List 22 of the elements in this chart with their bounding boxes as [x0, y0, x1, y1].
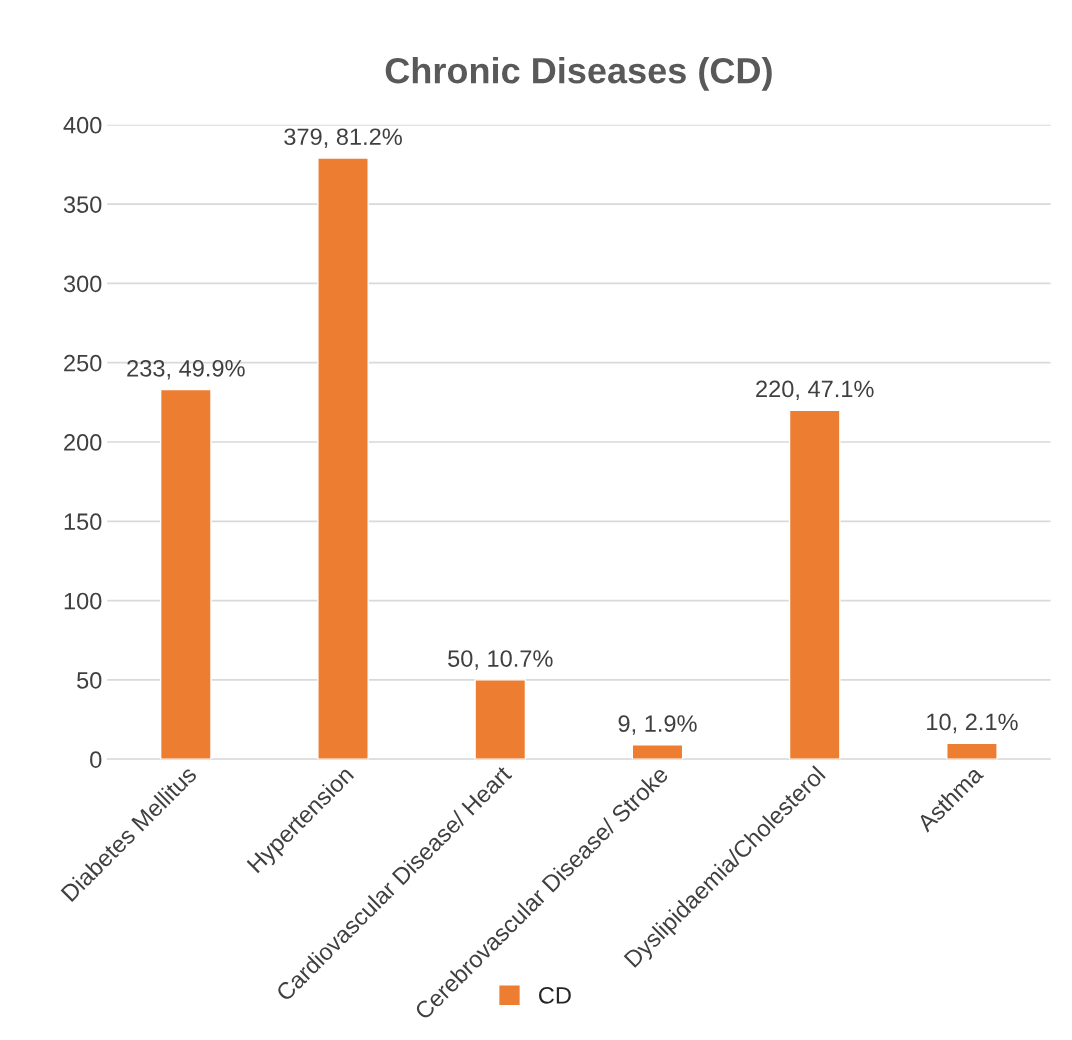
y-tick-label: 150 [64, 513, 102, 531]
y-tick-label: 100 [64, 592, 102, 610]
bar [317, 157, 369, 760]
data-label: 50, 10.7% [448, 650, 553, 670]
y-tick-label: 250 [64, 354, 102, 372]
bar [946, 742, 998, 760]
bar [631, 744, 684, 760]
data-label: 220, 47.1% [756, 380, 874, 401]
y-tick-label: 200 [64, 434, 102, 451]
data-label: 379, 81.2% [284, 128, 402, 148]
y-tick-label: 50 [77, 671, 102, 689]
data-label: 233, 49.9% [127, 359, 245, 380]
bar [159, 388, 212, 760]
bar [474, 679, 527, 760]
y-tick-label: 400 [63, 116, 102, 134]
data-label: 9, 1.9% [618, 715, 697, 735]
data-label: 10, 2.1% [927, 713, 1018, 734]
y-tick-label: 350 [63, 196, 102, 213]
y-tick-label: 0 [90, 751, 102, 768]
y-tick-label: 300 [63, 275, 102, 293]
bar [788, 409, 841, 760]
chart-title: Chronic Diseases (CD) [385, 56, 772, 91]
